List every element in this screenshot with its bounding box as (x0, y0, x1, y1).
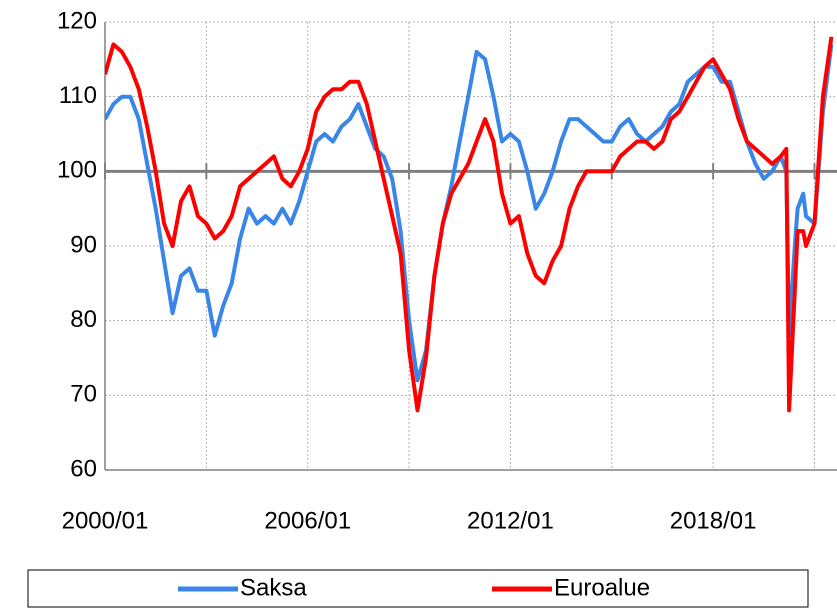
y-tick-label: 90 (70, 231, 97, 258)
y-tick-label: 110 (59, 82, 97, 109)
x-tick-label: 2018/01 (670, 507, 757, 534)
legend-label: Saksa (240, 574, 307, 601)
y-tick-label: 60 (70, 455, 97, 482)
data-line (105, 36, 834, 413)
y-tick-label: 80 (70, 306, 97, 333)
data-line (105, 44, 834, 383)
x-tick-label: 2006/01 (264, 507, 351, 534)
y-tick-label: 120 (57, 7, 97, 34)
y-tick-label: 70 (70, 381, 97, 408)
x-tick-label: 2000/01 (62, 507, 149, 534)
legend-box (27, 569, 809, 608)
x-tick-label: 2012/01 (467, 507, 554, 534)
y-tick-label: 100 (57, 157, 97, 184)
legend-label: Euroalue (554, 574, 650, 601)
